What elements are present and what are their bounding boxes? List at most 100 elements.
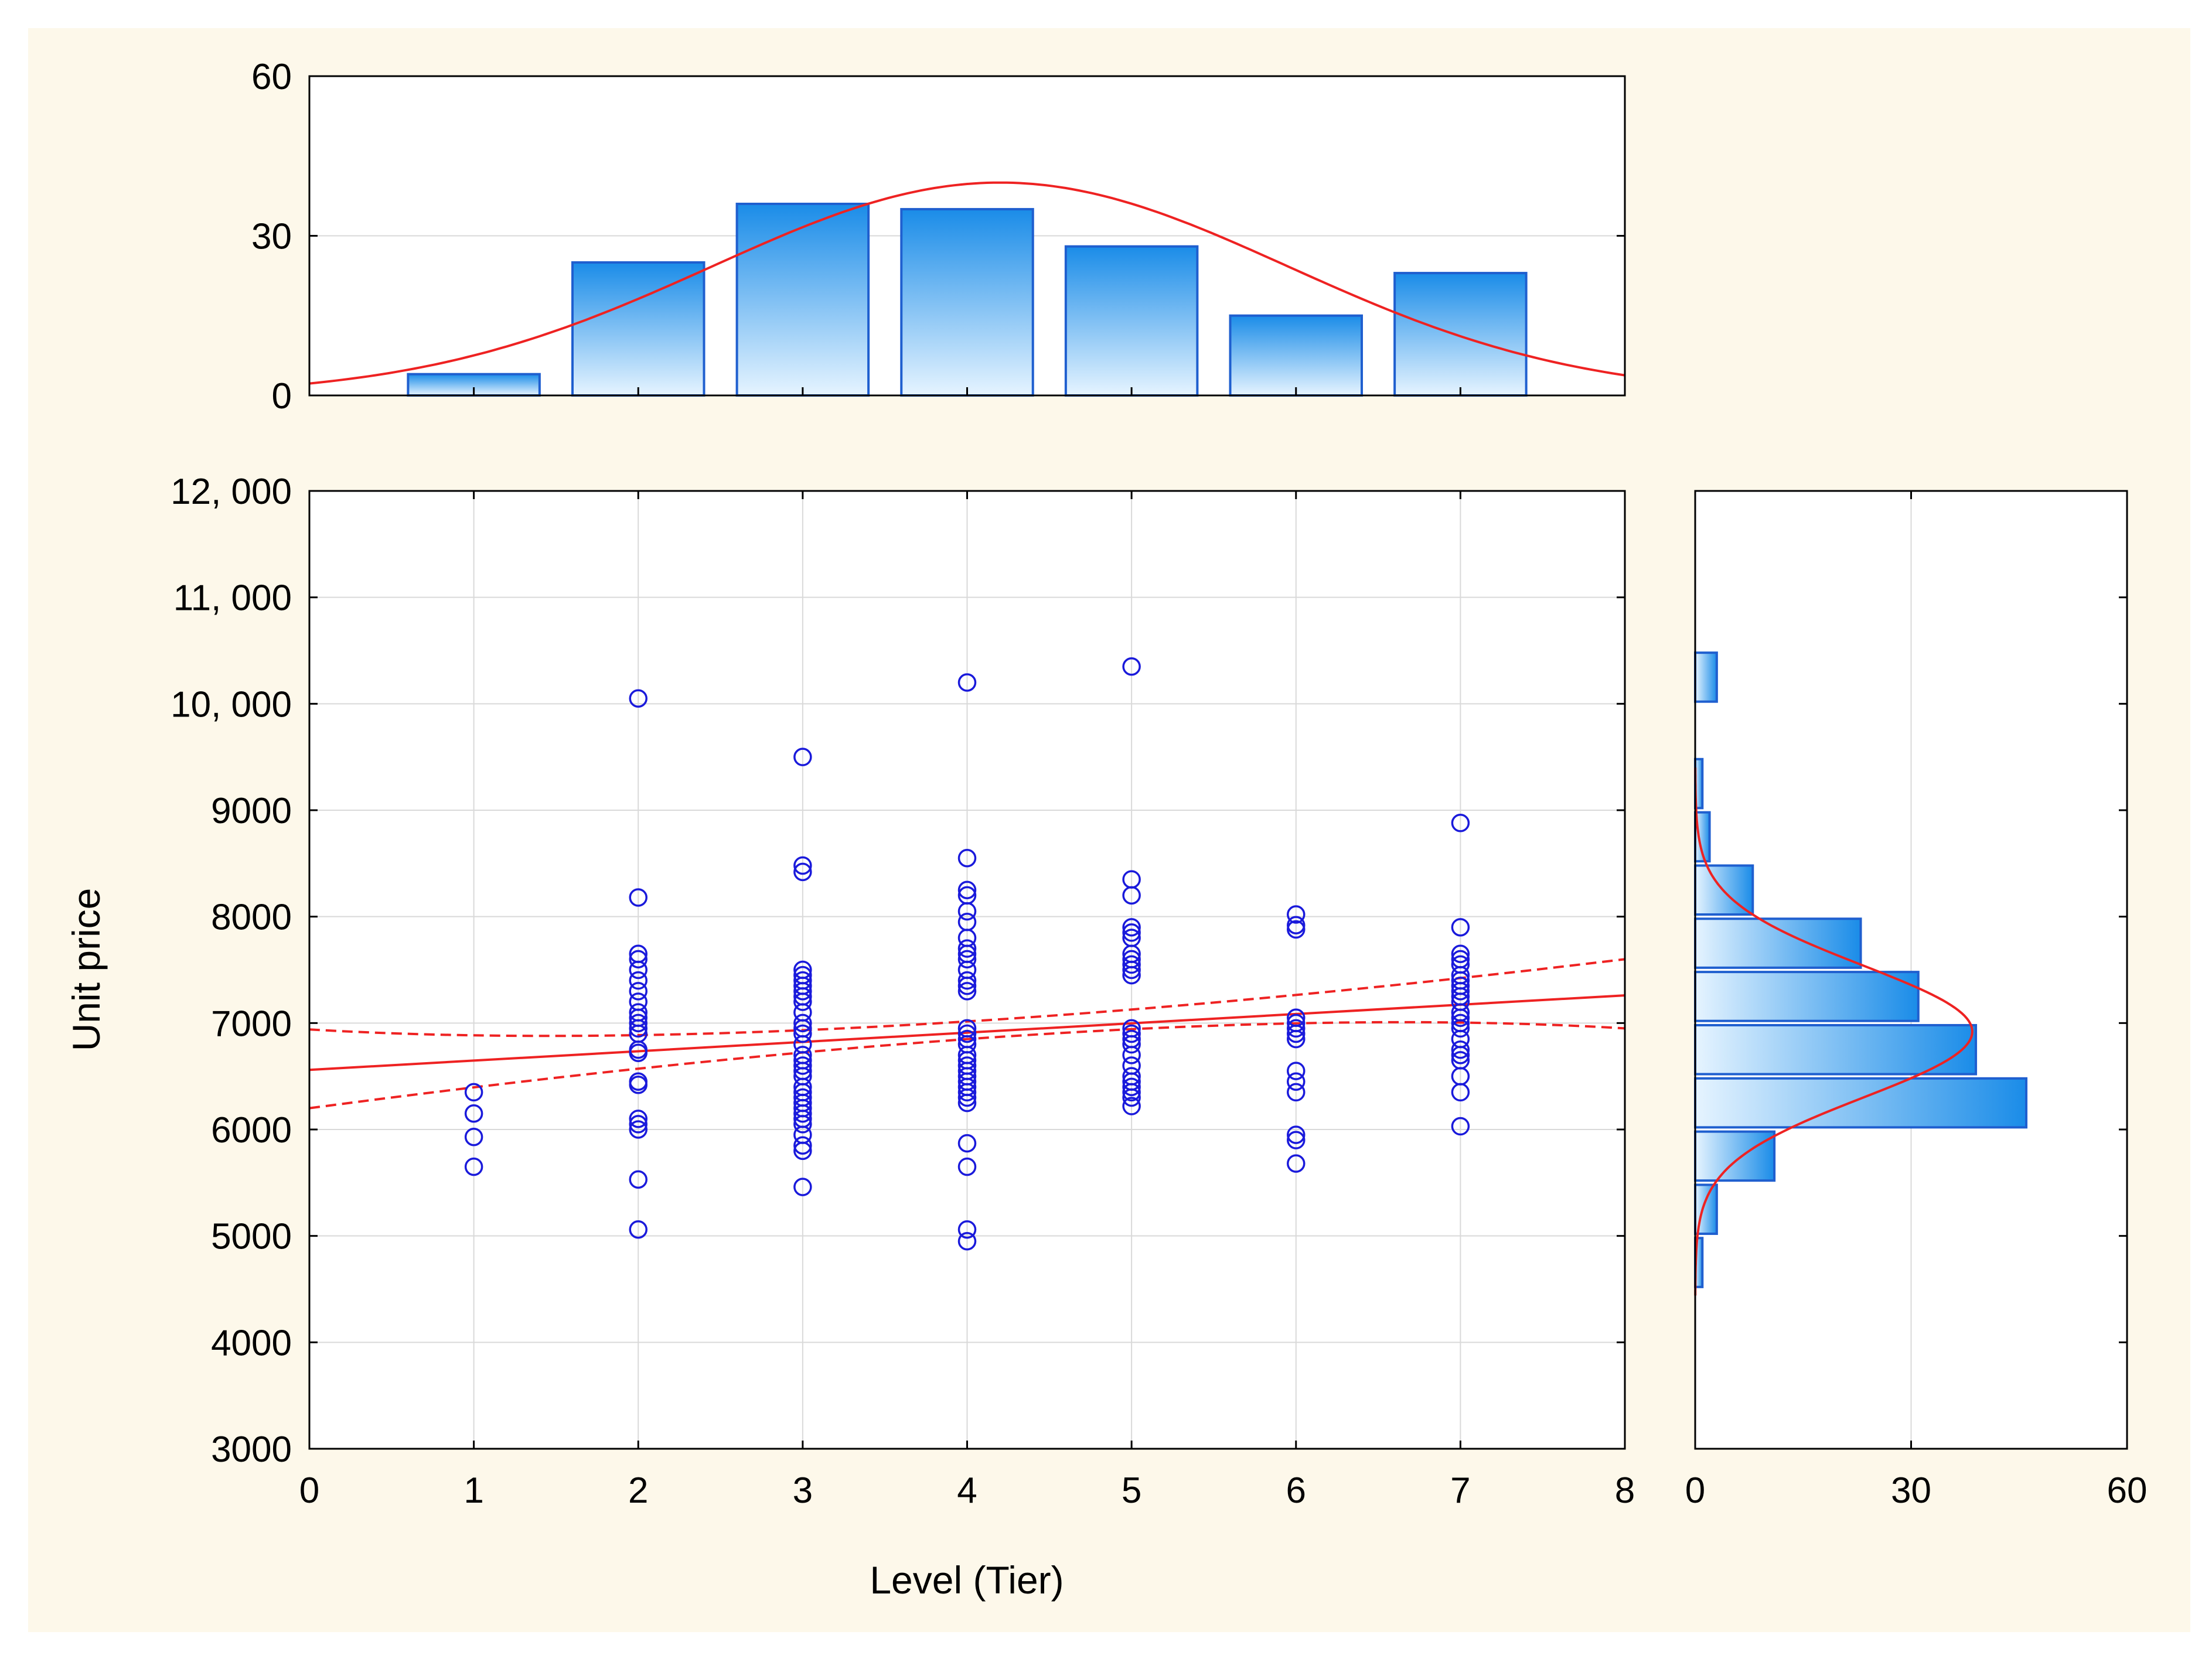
- x-tick-label: 3: [793, 1470, 813, 1511]
- y-tick-label: 4000: [211, 1323, 292, 1363]
- data-point: [629, 960, 647, 980]
- data-point: [957, 849, 977, 868]
- regression-line: [309, 994, 1625, 1071]
- confidence-lower-line: [309, 1021, 1625, 1110]
- data-point: [1122, 1035, 1141, 1054]
- data-point: [1122, 1077, 1141, 1097]
- y-tick-label: 7000: [211, 1004, 292, 1044]
- data-point: [793, 1056, 812, 1075]
- y-tick-label: 11, 000: [173, 578, 292, 619]
- data-point: [1122, 1083, 1141, 1102]
- y-tick-label: 5000: [211, 1217, 292, 1257]
- data-point: [629, 1013, 647, 1033]
- data-point: [629, 1120, 647, 1139]
- data-point: [793, 862, 812, 882]
- data-point: [629, 1075, 647, 1094]
- data-point: [629, 950, 647, 969]
- x-tick-label: 6: [1286, 1470, 1306, 1511]
- x-tick-label: 2: [628, 1470, 648, 1511]
- data-point: [957, 1024, 977, 1043]
- data-point: [793, 1136, 812, 1155]
- data-point: [1451, 1046, 1470, 1064]
- data-point: [1287, 1019, 1306, 1038]
- data-point: [793, 1104, 812, 1123]
- top-histogram-bar: [1393, 272, 1528, 397]
- data-point: [1122, 923, 1141, 942]
- data-point: [1287, 1029, 1306, 1049]
- data-point: [1122, 1088, 1141, 1107]
- data-point: [793, 1024, 812, 1043]
- right-histogram-bar: [1694, 971, 1920, 1022]
- data-point: [957, 881, 977, 899]
- data-point: [1287, 1062, 1306, 1080]
- right-histogram-bar: [1694, 651, 1718, 703]
- data-point: [793, 1115, 812, 1134]
- data-point: [1122, 918, 1141, 937]
- data-point: [1122, 965, 1141, 985]
- data-point: [957, 1157, 977, 1176]
- y-tick-label: 9000: [211, 791, 292, 831]
- data-point: [1122, 1097, 1141, 1115]
- x-axis-title: Level (Tier): [870, 1558, 1064, 1602]
- data-point: [1287, 1072, 1306, 1091]
- data-point: [1451, 944, 1470, 963]
- data-point: [1451, 1083, 1470, 1102]
- data-point: [1122, 657, 1141, 676]
- data-point: [793, 856, 812, 875]
- y-tick-label: 6000: [211, 1110, 292, 1151]
- data-point: [957, 673, 977, 692]
- data-point: [1122, 1024, 1141, 1043]
- data-point: [1451, 1117, 1470, 1136]
- data-point: [629, 1170, 647, 1189]
- data-point: [629, 888, 647, 907]
- top-histogram-bars: [407, 203, 1528, 397]
- right-x-tick-label: 0: [1685, 1470, 1705, 1511]
- right-histogram-bar: [1694, 1130, 1776, 1182]
- data-point: [1287, 1131, 1306, 1149]
- data-point: [1122, 1046, 1141, 1064]
- right-histogram-bars: [1694, 651, 2028, 1288]
- data-point: [793, 992, 812, 1011]
- right-histogram-bar: [1694, 1023, 1978, 1076]
- data-point: [629, 1220, 647, 1239]
- scatter-panel: 0 1 2 3 4 5 6 7 8 3000 4000 5000 6000 7000 8000 9000 10,…: [64, 472, 1635, 1602]
- top-y-tick-label: 30: [251, 217, 292, 257]
- data-point: [464, 1157, 483, 1176]
- data-point: [957, 1088, 977, 1107]
- right-x-tick-label: 60: [2107, 1470, 2148, 1511]
- data-point: [793, 1141, 812, 1161]
- top-histogram-bar: [571, 261, 705, 397]
- data-point: [629, 689, 647, 708]
- data-point: [1287, 916, 1306, 934]
- data-point: [1451, 1040, 1470, 1059]
- data-point: [957, 971, 977, 990]
- data-point: [957, 1083, 977, 1102]
- data-point: [464, 1104, 483, 1123]
- data-point: [1122, 960, 1141, 980]
- right-histogram-bar: [1694, 917, 1862, 969]
- data-point: [629, 1115, 647, 1134]
- confidence-bands: [309, 958, 1625, 1110]
- y-tick-label: 8000: [211, 897, 292, 938]
- y-tick-label: 12, 000: [171, 472, 292, 512]
- data-point: [957, 982, 977, 1001]
- scatter-points: [464, 657, 1470, 1251]
- data-point: [1287, 905, 1306, 924]
- data-point: [957, 950, 977, 969]
- data-point: [1122, 955, 1141, 974]
- x-tick-label: 8: [1615, 1470, 1635, 1511]
- data-point: [1451, 1019, 1470, 1038]
- y-tick-label: 3000: [211, 1429, 292, 1470]
- data-point: [793, 748, 812, 766]
- right-histogram-bar: [1694, 1077, 2028, 1129]
- data-point: [1451, 1008, 1470, 1027]
- top-y-tick-label: 0: [272, 376, 292, 417]
- confidence-upper-line: [309, 958, 1625, 1038]
- top-histogram-bar: [1064, 245, 1199, 397]
- data-point: [793, 982, 812, 1001]
- data-point: [1287, 1083, 1306, 1102]
- top-histogram-ticks: 0 30 60: [251, 57, 1626, 417]
- x-tick-label: 5: [1122, 1470, 1141, 1511]
- data-point: [957, 1093, 977, 1112]
